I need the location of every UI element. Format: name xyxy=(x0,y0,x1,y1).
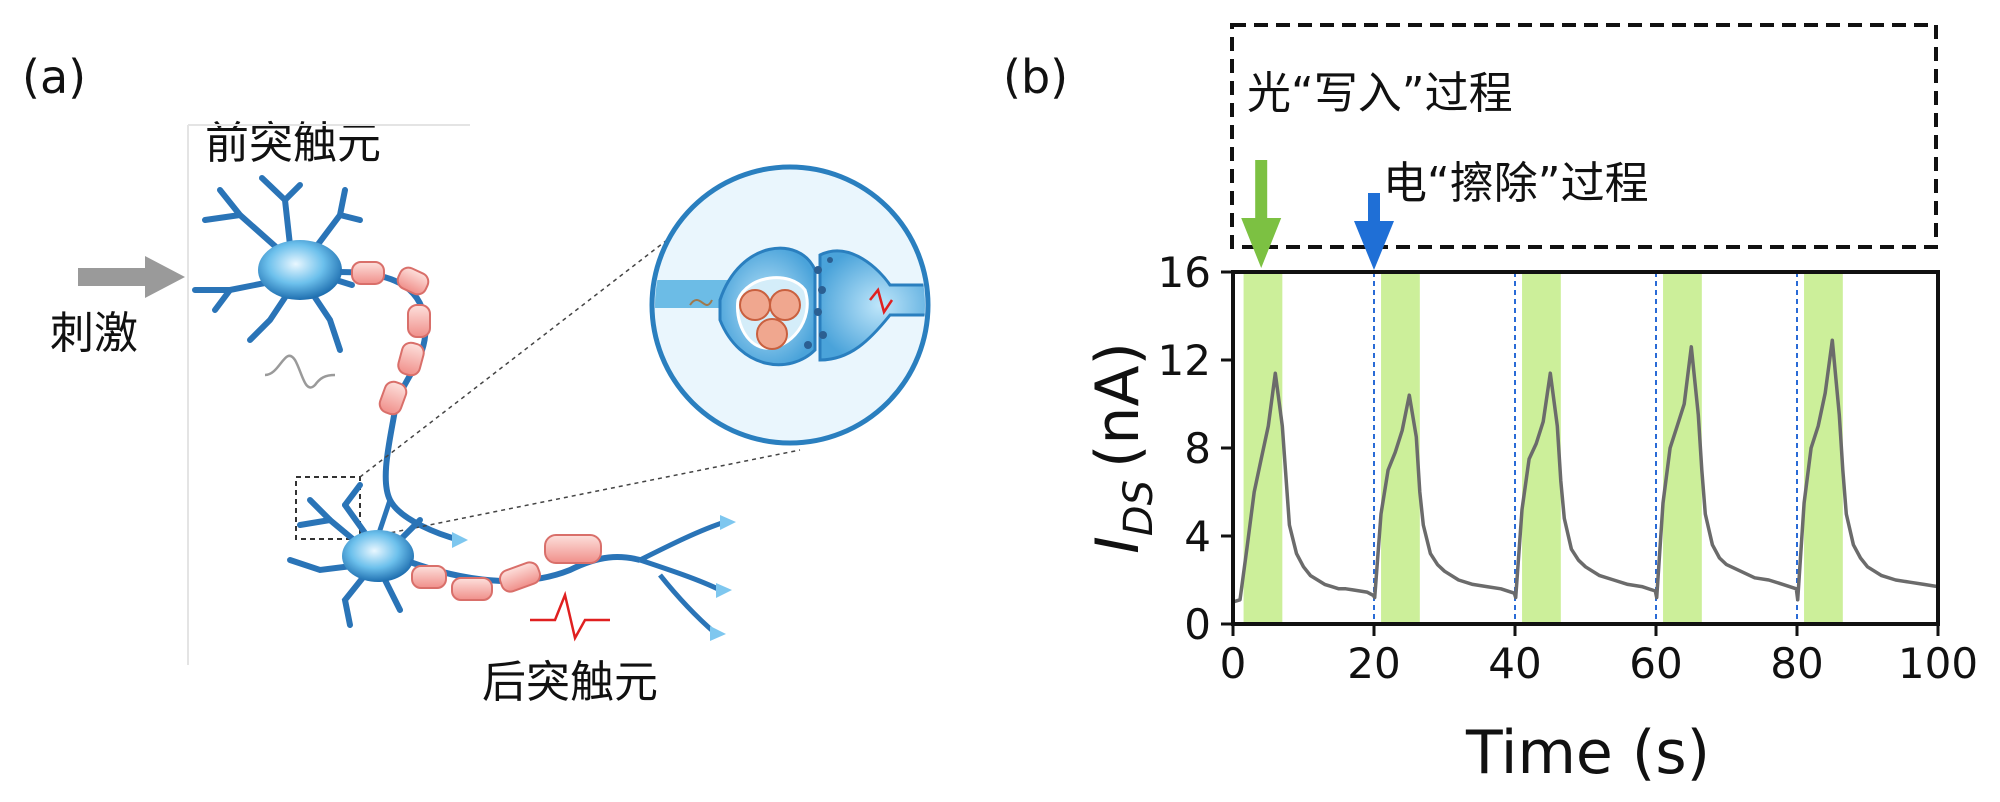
presynaptic-soma xyxy=(258,240,342,300)
presynaptic-myelin xyxy=(351,261,431,416)
postsynaptic-axon xyxy=(408,554,641,585)
presynaptic-label: 前突触元 xyxy=(205,118,381,169)
trace-layer xyxy=(1233,338,1938,604)
y-tick-label: 4 xyxy=(1184,512,1211,561)
light-pulse-layer xyxy=(1243,272,1843,624)
stimulus-label: 刺激 xyxy=(50,308,138,359)
zoom-line xyxy=(359,449,801,540)
x-axis-label: Time (s) xyxy=(1465,718,1710,788)
zoom-line xyxy=(359,229,681,478)
y-axis-label: IDS (nA) xyxy=(1083,342,1162,554)
presynaptic-signal-waveform xyxy=(264,354,336,389)
y-tick-label: 12 xyxy=(1158,336,1211,385)
x-tick-label: 40 xyxy=(1488,639,1541,688)
y-axis-label-sub: DS xyxy=(1116,480,1162,536)
x-tick-label: 100 xyxy=(1898,639,1978,688)
x-tick-label: 0 xyxy=(1220,639,1247,688)
x-tick-label: 60 xyxy=(1629,639,1682,688)
x-tick-label: 20 xyxy=(1347,639,1400,688)
postsynaptic-myelin xyxy=(411,534,602,601)
write-arrow-head xyxy=(1241,218,1282,268)
postsynaptic-signal-waveform xyxy=(530,590,610,642)
postsynaptic-terminal-bulbs xyxy=(710,515,736,641)
panel-a-label: (a) xyxy=(22,50,86,104)
erase-arrow-shaft xyxy=(1368,193,1380,223)
erase-arrow-head xyxy=(1354,221,1394,270)
panel-a: (a) 前突触元 后突触元 刺激 xyxy=(22,50,931,708)
write-arrow xyxy=(1241,160,1282,268)
write-arrow-shaft xyxy=(1255,160,1268,220)
panel-b-label: (b) xyxy=(1003,50,1068,104)
axon-terminal-bulb xyxy=(452,532,468,548)
y-axis-label-unit: (nA) xyxy=(1083,342,1153,468)
svg-text:IDS(nA): IDS (nA) xyxy=(1083,342,1162,554)
postsynaptic-terminals xyxy=(638,519,726,635)
light-pulse-band xyxy=(1522,272,1561,624)
panel-b: (b) 光“写入”过程 电“擦除”过程 0 20 40 60 80 1000481216 … xyxy=(1003,23,1979,788)
y-tick-label: 16 xyxy=(1158,248,1211,297)
tick-layer: 0 20 40 60 80 100 0 4 8 12 16 xyxy=(1158,248,1979,688)
synapse-zoom-box xyxy=(295,476,361,540)
light-pulse-band xyxy=(1381,272,1420,624)
y-axis-label-main: I xyxy=(1083,536,1153,554)
erase-line-layer xyxy=(1373,272,1798,624)
legend-erase-label: 电“擦除”过程 xyxy=(1383,158,1649,209)
y-tick-label: 0 xyxy=(1184,600,1211,649)
legend-box xyxy=(1230,23,1938,249)
y-tick-label: 8 xyxy=(1184,424,1211,473)
stimulus-arrow xyxy=(78,256,185,298)
synapse-zoom-circle xyxy=(649,164,931,446)
x-tick-label: 80 xyxy=(1770,639,1823,688)
current-trace-line xyxy=(1233,338,1938,604)
postsynaptic-soma xyxy=(342,530,414,582)
legend-write-label: 光“写入”过程 xyxy=(1247,68,1513,119)
erase-arrow xyxy=(1354,193,1394,270)
postsynaptic-label: 后突触元 xyxy=(482,657,658,708)
